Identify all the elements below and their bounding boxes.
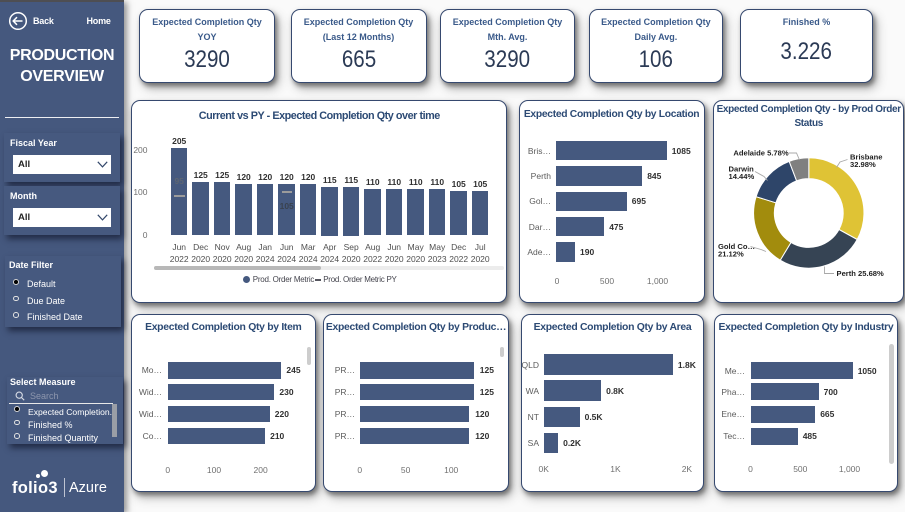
svg-text:21.12%: 21.12% (718, 249, 744, 258)
svg-text:Perth 25.68%: Perth 25.68% (837, 269, 885, 278)
svg-text:32.98%: 32.98% (850, 160, 876, 169)
svg-text:14.44%: 14.44% (729, 172, 755, 181)
svg-text:Gold Co…: Gold Co… (718, 242, 755, 251)
svg-text:Brisbane: Brisbane (850, 152, 883, 161)
svg-text:Darwin: Darwin (729, 164, 755, 173)
svg-text:Adelaide 5.78%: Adelaide 5.78% (733, 149, 789, 158)
